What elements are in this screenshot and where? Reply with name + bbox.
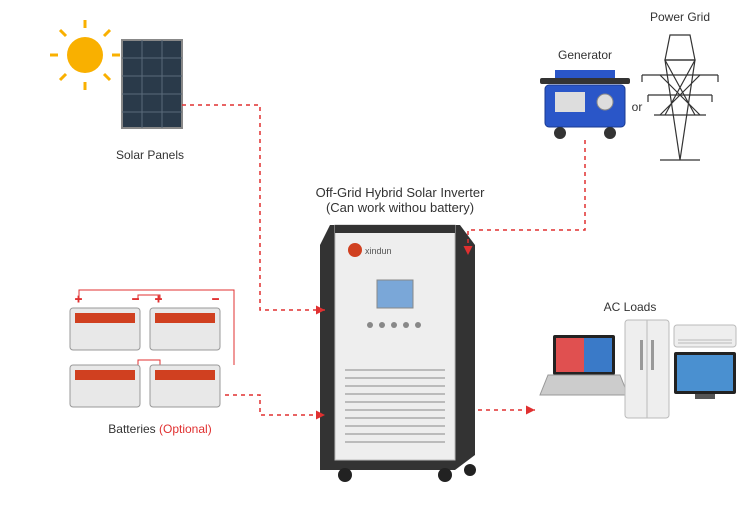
svg-text:−: − <box>132 292 139 306</box>
svg-text:xindun: xindun <box>365 246 392 256</box>
sun-icon <box>50 20 120 90</box>
generator-label: Generator <box>545 48 625 62</box>
ac-loads-icons <box>540 320 736 418</box>
inverter-icon: xindun <box>320 225 476 482</box>
tv-icon <box>674 352 736 399</box>
ac-unit-icon <box>674 325 736 347</box>
batteries-icon: + − + − <box>70 290 234 407</box>
batteries-label: Batteries (Optional) <box>70 422 250 436</box>
inverter-title-line2: (Can work withou battery) <box>300 200 500 215</box>
svg-text:−: − <box>212 292 219 306</box>
fridge-icon <box>625 320 669 418</box>
solar-panels-label: Solar Panels <box>100 148 200 162</box>
solar-panel-icon <box>122 40 182 128</box>
svg-text:+: + <box>75 292 82 306</box>
or-label: or <box>627 100 647 114</box>
batteries-text: Batteries <box>108 422 155 436</box>
power-grid-label: Power Grid <box>640 10 720 24</box>
inverter-title-line1: Off-Grid Hybrid Solar Inverter <box>300 185 500 200</box>
inverter-title: Off-Grid Hybrid Solar Inverter (Can work… <box>300 185 500 215</box>
ac-loads-label: AC Loads <box>590 300 670 314</box>
generator-icon <box>540 70 630 139</box>
svg-text:+: + <box>155 292 162 306</box>
laptop-icon <box>540 335 628 395</box>
edge-batteries-to-inverter <box>225 395 325 415</box>
power-grid-icon <box>642 35 718 160</box>
batteries-optional-text: (Optional) <box>159 422 212 436</box>
